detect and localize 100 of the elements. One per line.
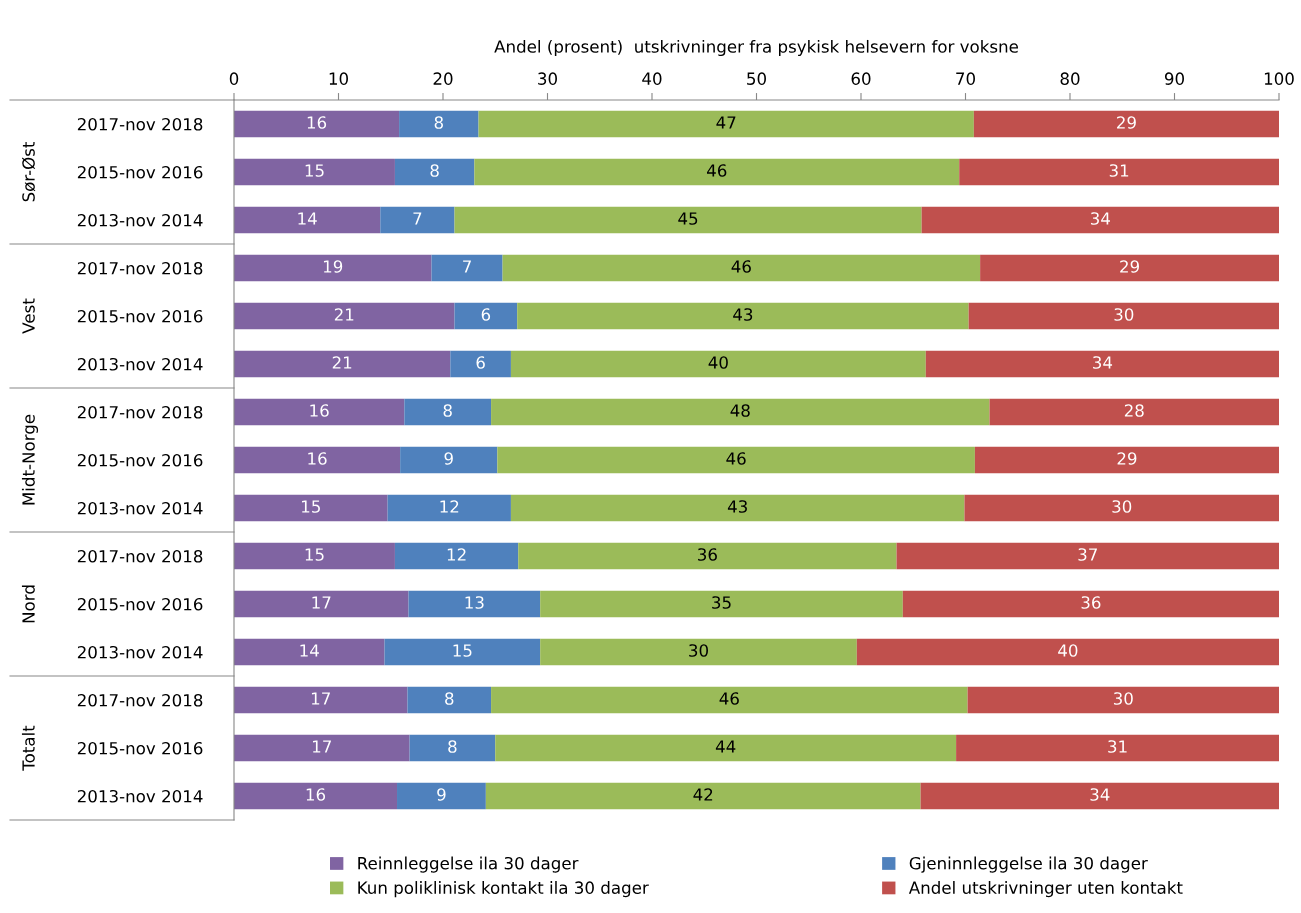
x-tick-label: 20 xyxy=(433,72,453,85)
data-label: 19 xyxy=(323,260,343,273)
bar xyxy=(409,734,496,762)
bar xyxy=(234,158,395,186)
y-tick-label: 2015-nov 2016 xyxy=(77,741,203,755)
bar xyxy=(380,206,455,234)
bar xyxy=(408,590,541,618)
data-label: 36 xyxy=(698,548,717,561)
bar xyxy=(485,782,921,810)
bar xyxy=(234,206,381,234)
x-tick-label: 100 xyxy=(1264,72,1294,85)
bar xyxy=(967,686,1279,714)
bar xyxy=(474,158,960,186)
data-label: 37 xyxy=(1078,548,1097,561)
data-label: 17 xyxy=(312,596,331,609)
bar xyxy=(495,734,957,762)
data-label: 43 xyxy=(733,308,753,321)
y-tick-label: 2013-nov 2014 xyxy=(77,213,203,227)
bar xyxy=(387,494,511,522)
data-label: 42 xyxy=(693,788,713,801)
bar xyxy=(234,590,409,618)
bar xyxy=(431,254,503,282)
x-tick-label: 70 xyxy=(956,72,975,85)
bar xyxy=(540,590,903,618)
text: Nord xyxy=(21,585,35,623)
data-label: 6 xyxy=(476,356,485,369)
data-label: 45 xyxy=(678,212,698,225)
bar xyxy=(925,350,1279,378)
bar xyxy=(518,542,897,570)
data-label: 21 xyxy=(334,308,354,321)
data-label: 15 xyxy=(453,644,472,657)
text: Totalt xyxy=(21,725,35,771)
bar xyxy=(510,494,965,522)
bar xyxy=(902,590,1279,618)
data-label: 7 xyxy=(413,212,422,225)
data-label: 14 xyxy=(300,644,319,657)
bar xyxy=(234,398,405,426)
x-tick-label: 40 xyxy=(642,72,662,85)
bar xyxy=(491,686,968,714)
bar xyxy=(540,638,857,666)
legend-label: Gjeninnleggelse ila 30 dager xyxy=(909,856,1148,873)
y-tick-label: 2013-nov 2014 xyxy=(77,789,203,803)
y-tick-label: 2017-nov 2018 xyxy=(77,405,203,419)
bar xyxy=(397,782,486,810)
bar xyxy=(234,446,401,474)
bar xyxy=(234,686,408,714)
data-label: 30 xyxy=(1112,500,1132,513)
bar xyxy=(968,302,1279,330)
data-label: 16 xyxy=(310,404,329,417)
data-label: 15 xyxy=(305,548,324,561)
data-label: 12 xyxy=(447,548,466,561)
bar xyxy=(989,398,1279,426)
y-tick-label: 2015-nov 2016 xyxy=(77,309,203,323)
data-label: 30 xyxy=(1113,692,1133,705)
data-label: 8 xyxy=(430,164,439,177)
bar xyxy=(399,110,479,138)
data-label: 9 xyxy=(444,452,453,465)
bar xyxy=(407,686,492,714)
data-label: 31 xyxy=(1109,164,1129,177)
x-tick-label: 80 xyxy=(1060,72,1080,85)
bar xyxy=(400,446,498,474)
data-label: 28 xyxy=(1124,404,1144,417)
data-label: 29 xyxy=(1120,260,1139,273)
y-tick-label: 2015-nov 2016 xyxy=(77,597,203,611)
data-label: 21 xyxy=(332,356,352,369)
bar xyxy=(450,350,511,378)
data-label: 43 xyxy=(727,500,747,513)
data-label: 40 xyxy=(1058,644,1078,657)
bar xyxy=(510,350,926,378)
data-label: 47 xyxy=(716,116,736,129)
data-label: 16 xyxy=(307,116,327,129)
data-label: 46 xyxy=(731,260,751,273)
bar xyxy=(234,254,432,282)
data-label: 30 xyxy=(1114,308,1134,321)
bar xyxy=(920,782,1279,810)
bar xyxy=(234,302,455,330)
x-tick-label: 60 xyxy=(851,72,871,85)
data-label: 12 xyxy=(440,500,459,513)
x-tick-label: 10 xyxy=(329,72,348,85)
data-label: 34 xyxy=(1093,356,1113,369)
y-tick-label: 2017-nov 2018 xyxy=(77,117,203,131)
data-label: 15 xyxy=(302,500,320,513)
bar xyxy=(384,638,541,666)
bar xyxy=(956,734,1279,762)
y-tick-label: 2013-nov 2014 xyxy=(77,357,203,371)
legend-label: Kun poliklinisk kontakt ila 30 dager xyxy=(358,881,649,898)
text: Sør-Øst xyxy=(21,141,36,202)
bar xyxy=(454,206,922,234)
bar xyxy=(856,638,1279,666)
y-tick-label: 2013-nov 2014 xyxy=(77,645,203,659)
y-tick-label: 2013-nov 2014 xyxy=(77,501,203,515)
data-label: 35 xyxy=(712,596,731,609)
data-label: 8 xyxy=(448,740,457,753)
data-label: 17 xyxy=(313,740,331,753)
data-label: 6 xyxy=(481,308,491,321)
bar xyxy=(234,542,395,570)
bar xyxy=(234,494,388,522)
bar xyxy=(974,446,1279,474)
bar xyxy=(502,254,981,282)
data-label: 34 xyxy=(1090,788,1110,801)
